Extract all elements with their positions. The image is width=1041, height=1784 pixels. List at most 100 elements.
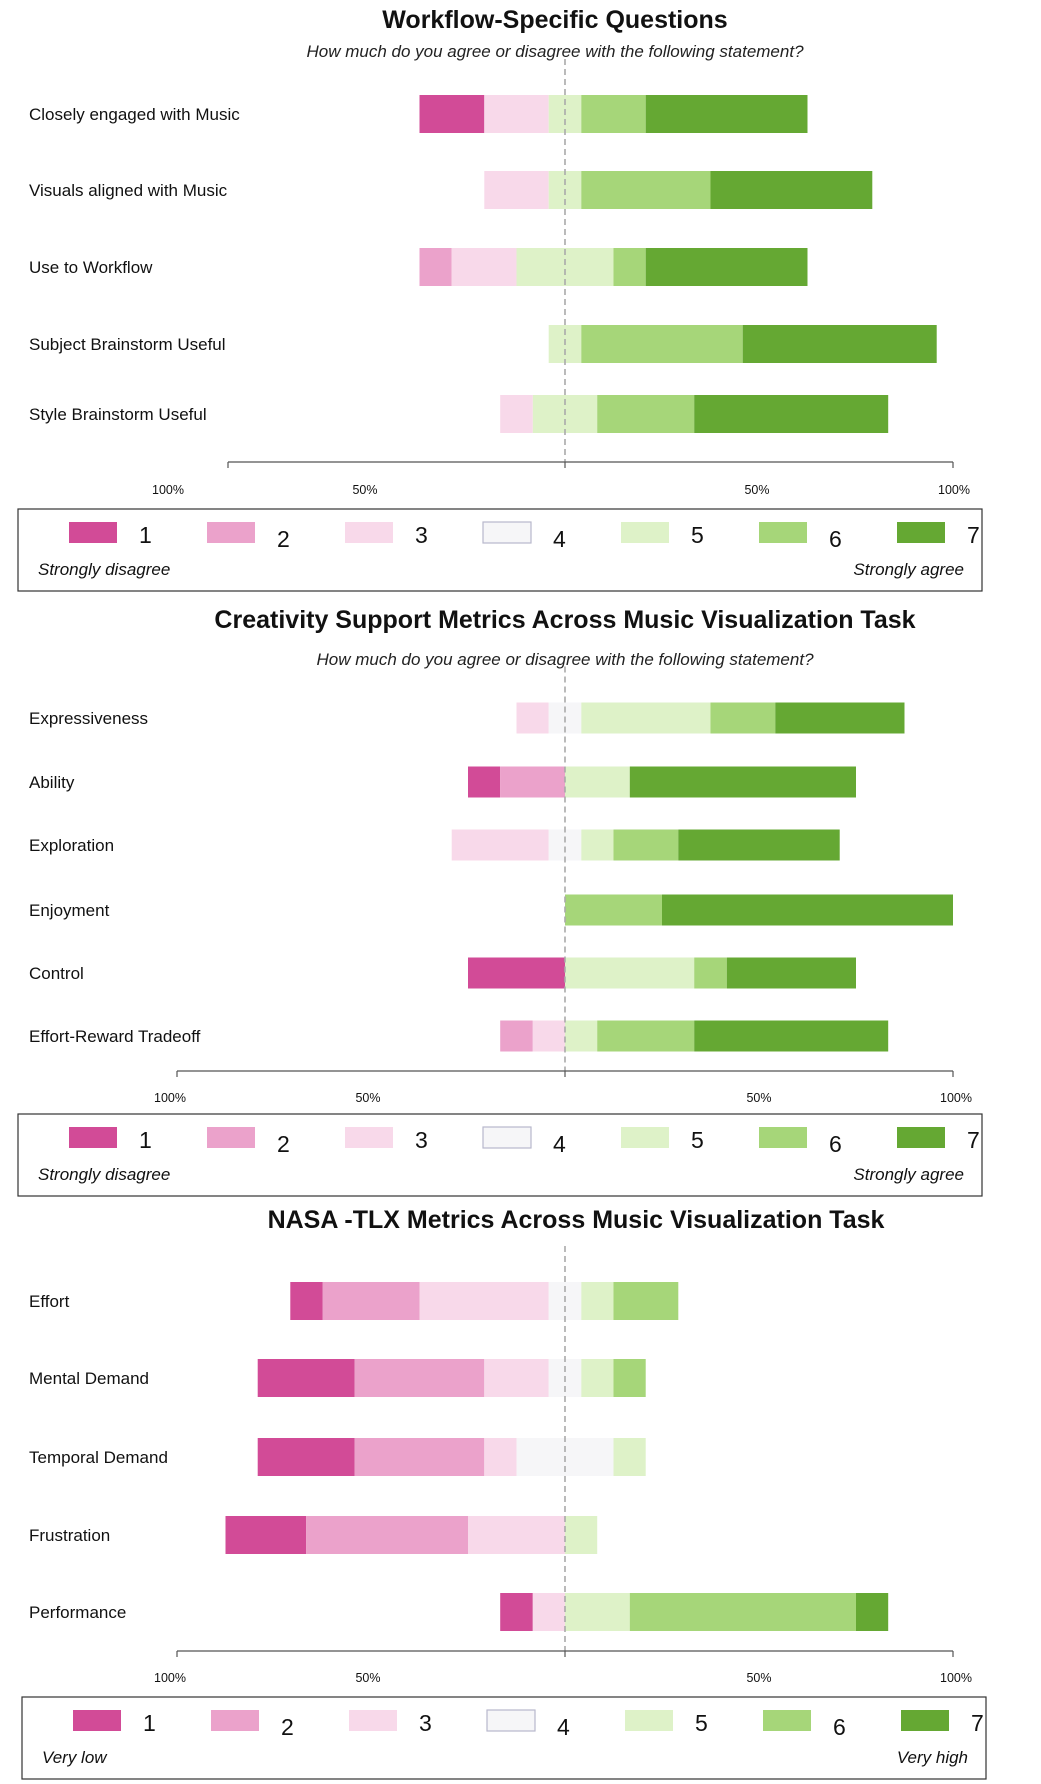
row-label: Use to Workflow — [29, 258, 153, 277]
bar-row — [257, 1359, 646, 1397]
bar-segment-level-2 — [306, 1516, 468, 1554]
x-tick-label: 100% — [940, 1671, 972, 1685]
bar-segment-level-5 — [565, 1593, 630, 1631]
x-tick-label: 100% — [152, 483, 184, 497]
chart-subtitle: How much do you agree or disagree with t… — [306, 42, 804, 61]
row-label: Subject Brainstorm Useful — [29, 335, 226, 354]
bar-row — [500, 1593, 889, 1631]
bar-segment-level-3 — [484, 1359, 549, 1397]
bar-segment-level-5 — [565, 957, 695, 989]
row-label: Style Brainstorm Useful — [29, 405, 207, 424]
x-tick-label: 100% — [940, 1091, 972, 1105]
legend-label-4: 4 — [553, 1131, 566, 1157]
bar-row — [500, 395, 889, 433]
row-label: Ability — [29, 773, 75, 792]
row-label: Control — [29, 964, 84, 983]
bar-segment-level-6 — [597, 395, 695, 433]
bar-segment-level-2 — [500, 766, 565, 798]
bar-segment-level-3 — [451, 829, 549, 861]
row-label: Expressiveness — [29, 709, 148, 728]
bar-segment-level-2 — [354, 1359, 485, 1397]
bar-segment-level-6 — [710, 702, 776, 734]
legend-label-1: 1 — [139, 1127, 152, 1153]
legend-swatch-5 — [621, 522, 669, 543]
legend-swatch-3 — [345, 522, 393, 543]
row-label: Closely engaged with Music — [29, 105, 240, 124]
bar-segment-level-5 — [565, 1516, 598, 1554]
bar-segment-level-1 — [419, 95, 485, 133]
legend-swatch-1 — [69, 522, 117, 543]
bar-segment-level-5 — [565, 1020, 598, 1052]
bar-segment-level-3 — [516, 702, 549, 734]
legend-swatch-1 — [69, 1127, 117, 1148]
legend-label-3: 3 — [415, 1127, 428, 1153]
legend-label-3: 3 — [419, 1710, 432, 1736]
bar-row — [484, 171, 873, 209]
bar-segment-level-7 — [645, 248, 808, 286]
legend-swatch-1 — [73, 1710, 121, 1731]
legend-right-anchor: Strongly agree — [853, 1165, 964, 1184]
bar-segment-level-6 — [597, 1020, 695, 1052]
legend-swatch-4 — [482, 1126, 532, 1149]
legend-label-5: 5 — [691, 522, 704, 548]
bar-row — [565, 894, 953, 926]
bar-segment-level-3 — [451, 248, 517, 286]
bar-row — [516, 702, 905, 734]
row-label: Enjoyment — [29, 901, 110, 920]
x-tick-label: 50% — [355, 1091, 380, 1105]
bar-segment-level-7 — [662, 894, 953, 926]
row-label: Mental Demand — [29, 1369, 149, 1388]
bar-segment-level-3 — [532, 1020, 565, 1052]
bar-row — [290, 1282, 679, 1320]
legend-left-anchor: Very low — [42, 1748, 108, 1767]
bar-segment-level-7 — [694, 395, 889, 433]
legend-swatch-7 — [897, 522, 945, 543]
bar-segment-level-5 — [581, 829, 614, 861]
bar-segment-level-3 — [532, 1593, 565, 1631]
bar-segment-level-7 — [645, 95, 808, 133]
legend-right-anchor: Strongly agree — [853, 560, 964, 579]
chart-2: Creativity Support Metrics Across Music … — [17, 606, 983, 1197]
bar-segment-level-6 — [613, 829, 679, 861]
bar-row — [468, 766, 856, 798]
bar-segment-level-6 — [581, 325, 743, 363]
bar-segment-level-7 — [629, 766, 856, 798]
legend: 1 2 3 4 5 6 7 Strongly disagree Strongly agree — [17, 1113, 983, 1197]
legend-label-4: 4 — [557, 1714, 570, 1740]
legend-label-5: 5 — [691, 1127, 704, 1153]
legend-left-anchor: Strongly disagree — [38, 1165, 170, 1184]
chart-title: Creativity Support Metrics Across Music … — [214, 606, 915, 634]
bar-segment-level-1 — [257, 1438, 355, 1476]
legend-label-6: 6 — [829, 526, 842, 552]
x-tick-label: 50% — [744, 483, 769, 497]
bar-segment-level-2 — [500, 1020, 533, 1052]
bar-segment-level-7 — [742, 325, 937, 363]
legend-label-6: 6 — [829, 1131, 842, 1157]
bar-row — [451, 829, 840, 861]
bar-segment-level-6 — [613, 1359, 646, 1397]
bar-segment-level-7 — [726, 957, 856, 989]
legend-swatch-2 — [211, 1710, 259, 1731]
bar-segment-level-2 — [419, 248, 452, 286]
bar-row — [257, 1438, 646, 1476]
legend-label-3: 3 — [415, 522, 428, 548]
bar-segment-level-6 — [694, 957, 727, 989]
legend-swatch-6 — [759, 1127, 807, 1148]
x-tick-label: 50% — [746, 1091, 771, 1105]
bar-segment-level-4 — [548, 829, 582, 861]
bar-segment-level-2 — [354, 1438, 485, 1476]
bar-segment-level-3 — [484, 171, 549, 209]
row-label: Exploration — [29, 836, 114, 855]
bar-segment-level-1 — [290, 1282, 323, 1320]
bar-segment-level-6 — [581, 171, 711, 209]
bar-row — [225, 1516, 598, 1554]
legend-label-7: 7 — [967, 522, 980, 548]
bar-segment-level-7 — [694, 1020, 889, 1052]
bar-segment-level-5 — [581, 1282, 614, 1320]
row-label: Visuals aligned with Music — [29, 181, 228, 200]
bar-segment-level-5 — [565, 766, 630, 798]
x-tick-label: 100% — [154, 1091, 186, 1105]
bar-segment-level-6 — [581, 95, 646, 133]
legend-label-2: 2 — [281, 1714, 294, 1740]
bar-segment-level-7 — [856, 1593, 889, 1631]
